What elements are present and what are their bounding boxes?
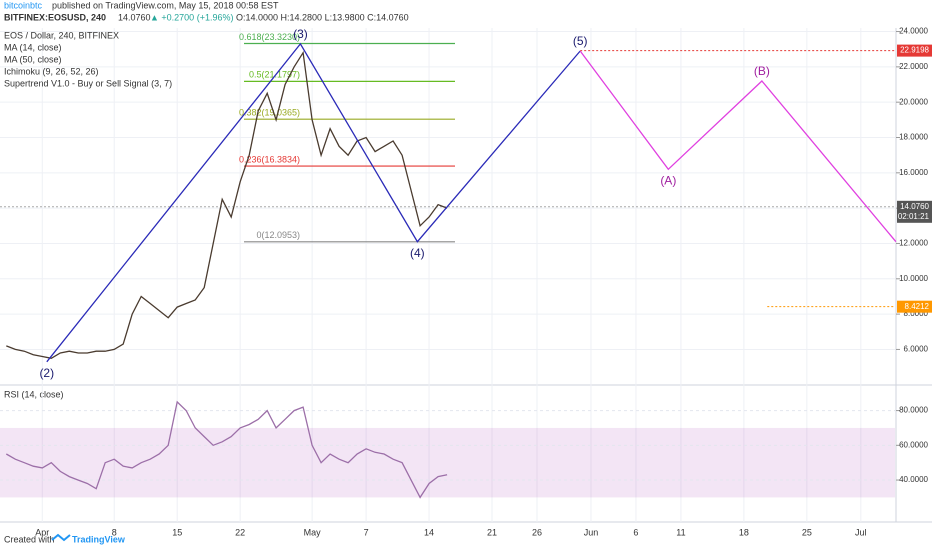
legend-entry: MA (50, close) — [4, 54, 62, 64]
x-tick-label: 25 — [802, 527, 812, 537]
countdown: 02:01:21 — [898, 212, 930, 221]
fib-label: 0.5(21.1797) — [249, 70, 300, 80]
footer-created: Created with — [4, 534, 55, 544]
x-tick-label: 6 — [633, 527, 638, 537]
price-tag-label: 22.9198 — [900, 46, 929, 55]
y-tick-label: 22.0000 — [899, 62, 928, 71]
x-tick-label: 21 — [487, 527, 497, 537]
y-tick-label: 12.0000 — [899, 239, 928, 248]
grid — [0, 28, 895, 522]
author: bitcoinbtc — [4, 0, 43, 10]
fib-label: 0(12.0953) — [256, 230, 300, 240]
x-tick-label: Jul — [855, 527, 867, 537]
y-tick-label: 6.0000 — [904, 345, 929, 354]
legend-entry: EOS / Dollar, 240, BITFINEX — [4, 30, 119, 40]
x-tick-label: 26 — [532, 527, 542, 537]
price-tag — [897, 200, 932, 223]
x-tick-label: Apr — [35, 527, 49, 537]
x-tick-label: 22 — [235, 527, 245, 537]
wave-label: (3) — [293, 27, 308, 41]
y-tick-label: 80.0000 — [899, 406, 928, 415]
wave-line — [46, 42, 581, 363]
plot: 0.618(23.3230) 0.5(21.1797) 0.382(19.0365)… — [0, 27, 897, 499]
rsi-band — [0, 427, 895, 498]
x-tick-label: 7 — [364, 527, 369, 537]
x-tick-label: Jun — [584, 527, 599, 537]
legend-entry: MA (14, close) — [4, 42, 62, 52]
wave-label: (2) — [39, 366, 54, 380]
y-tick-label: 18.0000 — [899, 133, 928, 142]
x-tick-label: 8 — [112, 527, 117, 537]
wave-label: (B) — [754, 64, 770, 78]
y-tick-label: 40.0000 — [899, 475, 928, 484]
series-line — [5, 400, 448, 499]
price-tag-label: 14.0760 — [900, 202, 929, 211]
y-tick-label: 8.0000 — [904, 309, 929, 318]
x-tick-label: May — [304, 527, 322, 537]
wave-line — [579, 50, 897, 243]
x-tick-label: 15 — [172, 527, 182, 537]
price: 14.0760 — [118, 12, 151, 22]
y-tick-label: 16.0000 — [899, 168, 928, 177]
x-tick-label: 11 — [676, 527, 685, 537]
price-tag — [897, 44, 932, 57]
legend-entry: Ichimoku (9, 26, 52, 26) — [4, 66, 99, 76]
price-tag — [897, 300, 932, 313]
change: ▲ +0.2700 (+1.96%) — [150, 12, 233, 22]
wave-label: (4) — [410, 246, 425, 260]
y-tick-label: 10.0000 — [899, 274, 928, 283]
fib-label: 0.382(19.0365) — [239, 108, 300, 118]
published: published on TradingView.com, May 15, 20… — [52, 0, 279, 10]
x-tick-label: 18 — [739, 527, 749, 537]
y-tick-label: 24.0000 — [899, 27, 928, 36]
y-tick-label: 20.0000 — [899, 97, 928, 106]
legend-entry: Supertrend V1.0 - Buy or Sell Signal (3,… — [4, 78, 172, 88]
x-tick-label: 14 — [424, 527, 434, 537]
series-line — [6, 50, 448, 359]
wave-label: (A) — [660, 173, 676, 187]
footer-brand: TradingView — [72, 534, 126, 544]
footer-logo — [51, 533, 71, 542]
symbol: BITFINEX:EOSUSD, 240 — [4, 12, 106, 22]
ohlc: O:14.0000 H:14.2800 L:13.9800 C:14.0760 — [236, 12, 409, 22]
wave-label: (5) — [573, 34, 588, 48]
y-tick-label: 60.0000 — [899, 440, 928, 449]
fib-label: 0.236(16.3834) — [239, 154, 300, 164]
price-tag-label: 8.4212 — [905, 302, 930, 311]
rsi-title: RSI (14, close) — [4, 389, 64, 399]
fib-label: 0.618(23.3230) — [239, 32, 300, 42]
